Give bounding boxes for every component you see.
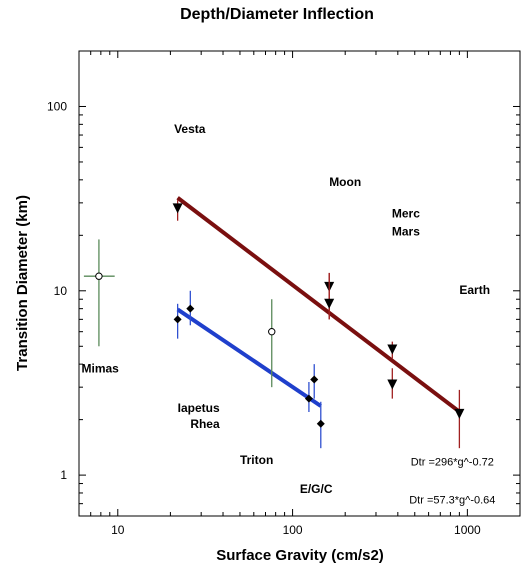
data-point-diamond xyxy=(304,394,313,403)
data-point-triangle xyxy=(324,298,335,309)
body-label: Rhea xyxy=(190,417,220,431)
fit-equation: Dtr =57.3*g^-0.64 xyxy=(409,495,495,507)
x-tick-label: 1000 xyxy=(454,523,481,537)
y-tick-label: 100 xyxy=(47,99,67,113)
body-label: E/G/C xyxy=(300,482,333,496)
body-label: Mimas xyxy=(81,362,119,376)
body-label: Moon xyxy=(329,175,361,189)
fit-equation: Dtr =296*g^-0.72 xyxy=(411,456,494,468)
y-tick-label: 10 xyxy=(54,284,68,298)
y-axis-label: Transition Diameter (km) xyxy=(14,195,31,371)
plot-frame xyxy=(78,50,521,517)
data-point-triangle xyxy=(387,344,398,355)
chart-title: Depth/Diameter Inflection xyxy=(180,6,374,23)
body-label: Earth xyxy=(459,283,490,297)
data-point-diamond xyxy=(186,304,195,313)
data-points xyxy=(83,200,465,449)
data-point-triangle xyxy=(387,379,398,390)
data-point-diamond xyxy=(173,315,182,324)
x-axis-label: Surface Gravity (cm/s2) xyxy=(216,547,384,564)
data-point-triangle xyxy=(454,408,465,419)
annotations: Vesta Moon Merc Mars Earth Mimas Iapetus Rhea Tr… xyxy=(81,122,495,507)
body-label: Mars xyxy=(392,224,420,238)
data-point-circle xyxy=(95,272,103,280)
ticks-layer: 10 100 1000 1 10 100 xyxy=(47,51,520,537)
data-point-circle xyxy=(268,327,276,336)
fit-line-2 xyxy=(176,307,322,408)
data-point-diamond xyxy=(316,419,325,428)
x-tick-label: 100 xyxy=(283,523,303,537)
body-label: Iapetus xyxy=(178,401,220,415)
x-tick-label: 10 xyxy=(111,523,125,537)
y-tick-label: 1 xyxy=(60,468,67,482)
fit-lines xyxy=(176,196,463,415)
data-point-diamond xyxy=(310,375,319,384)
body-label: Triton xyxy=(240,453,273,467)
body-label: Merc xyxy=(392,206,420,220)
body-label: Vesta xyxy=(174,122,206,136)
fit-line-1 xyxy=(176,196,463,415)
data-point-triangle xyxy=(172,203,183,214)
